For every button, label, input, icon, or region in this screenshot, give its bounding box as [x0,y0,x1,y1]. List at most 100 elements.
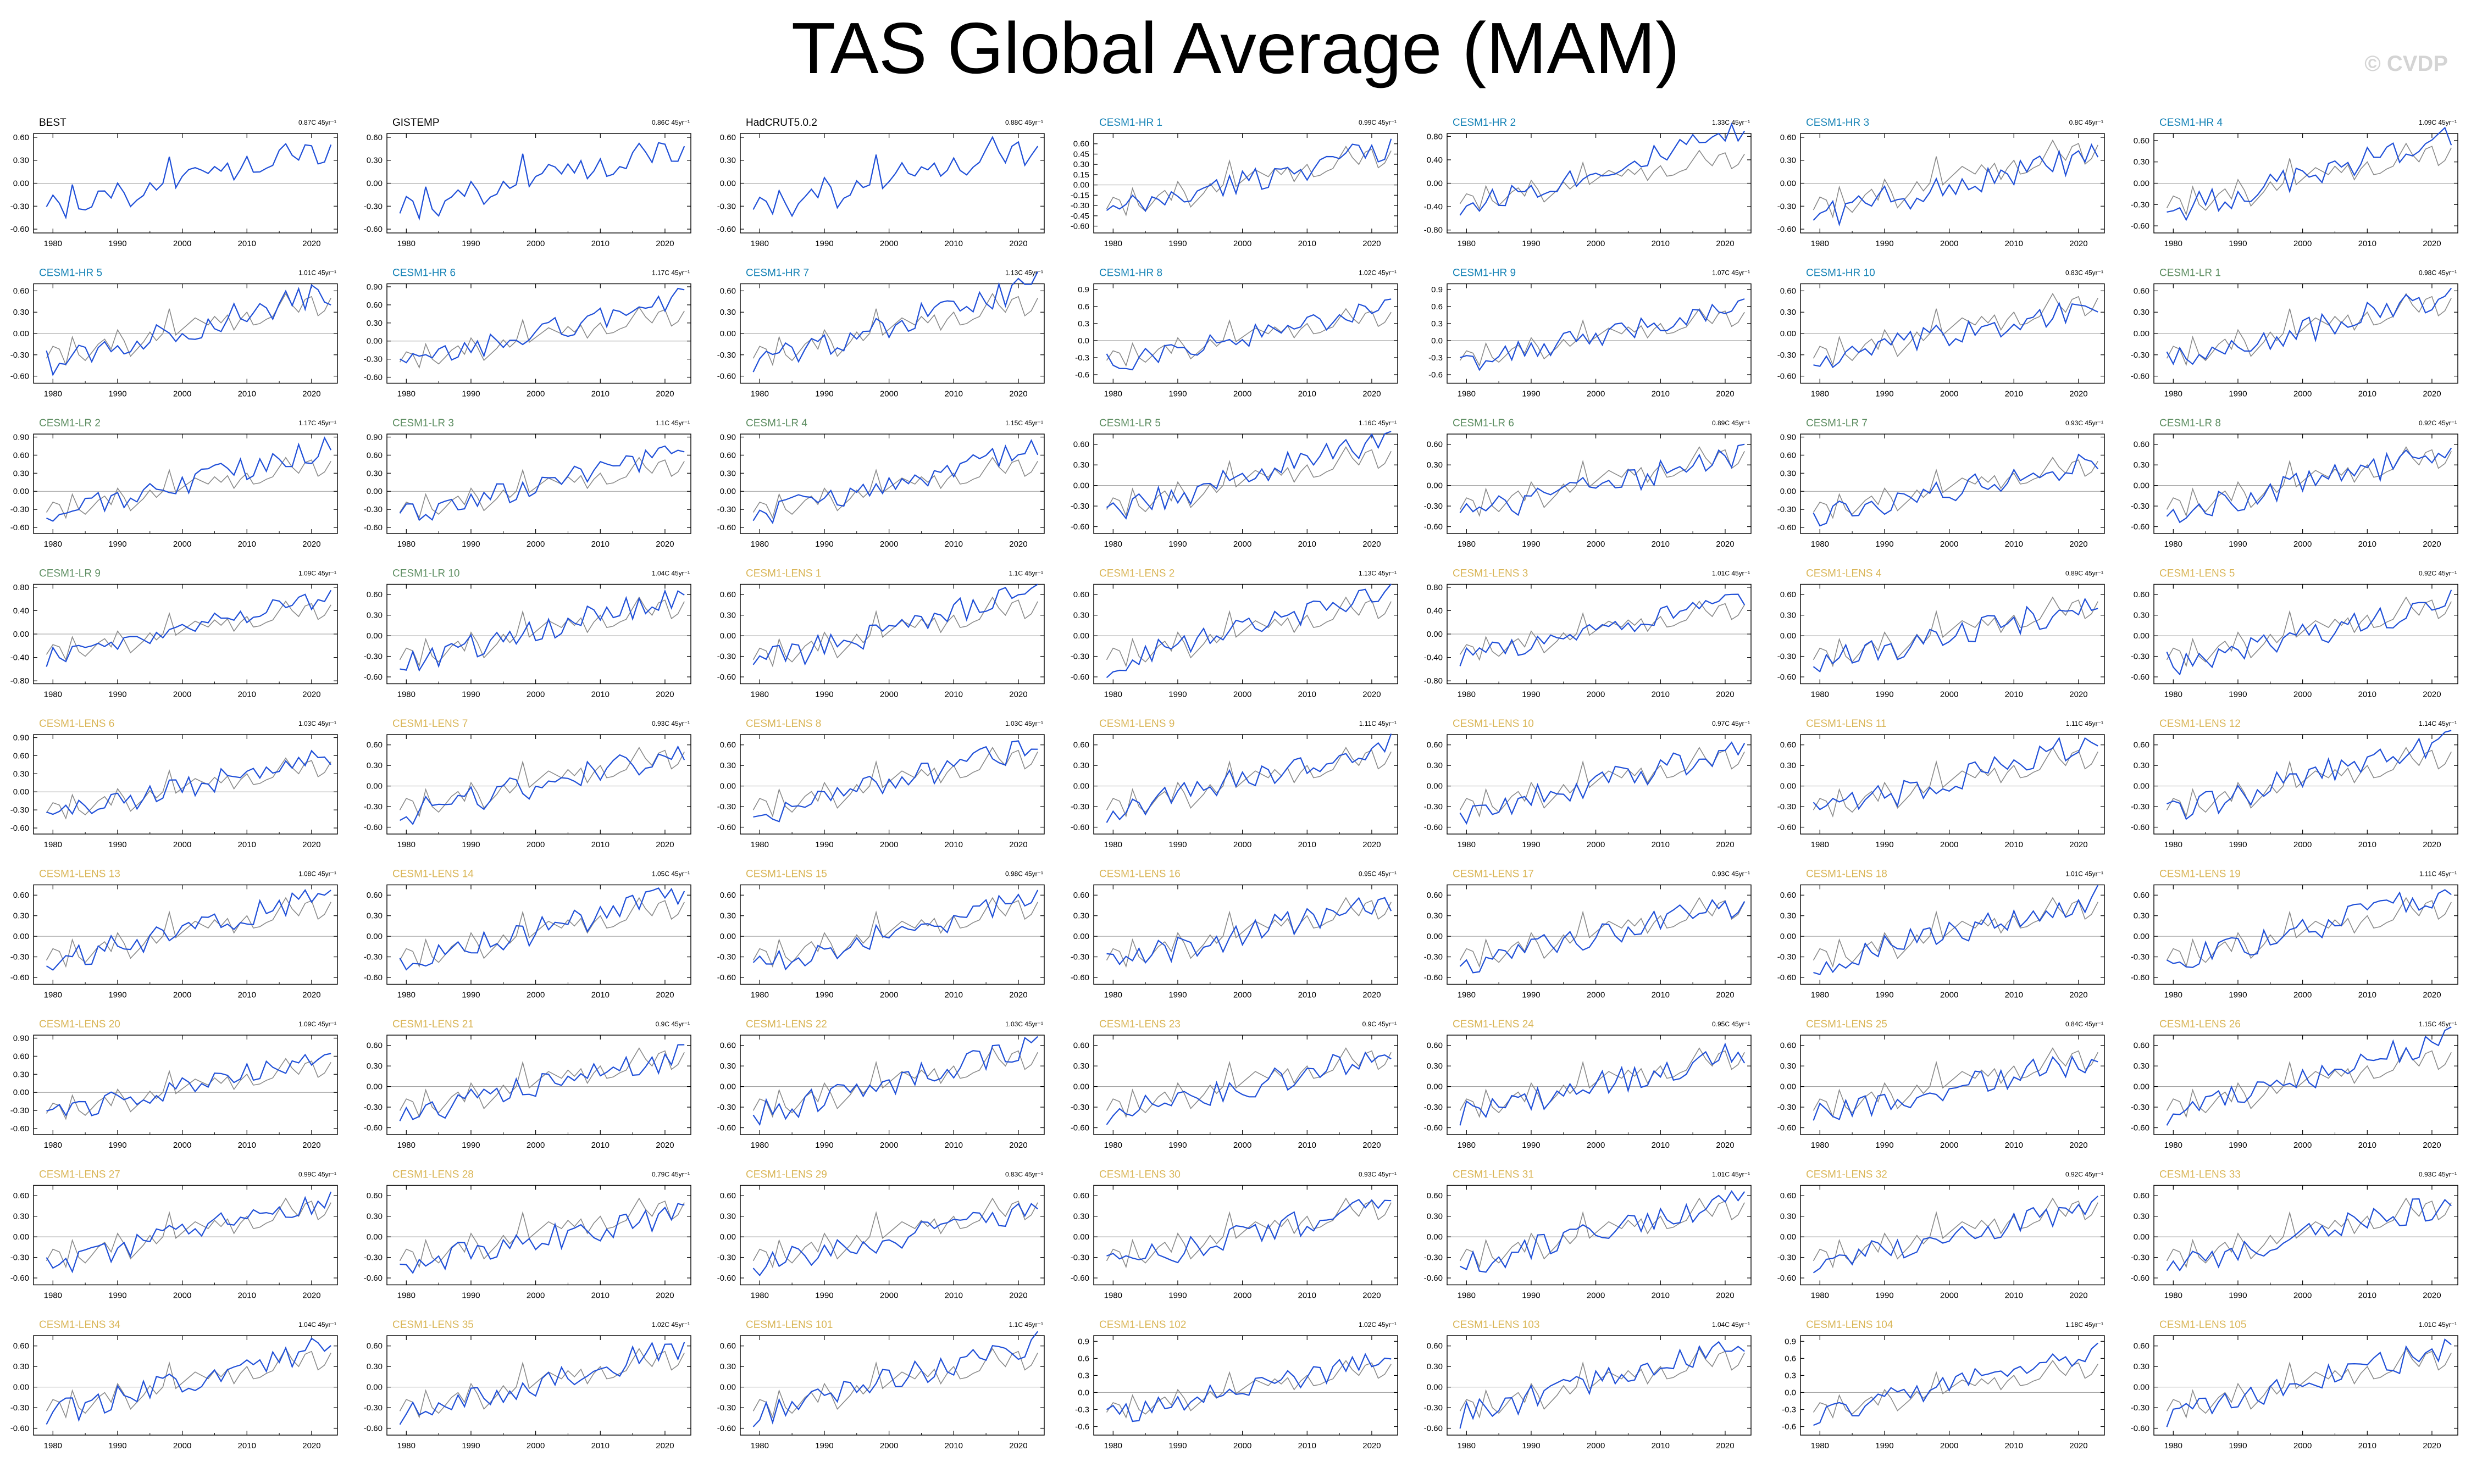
x-tick-label: 2010 [238,239,256,248]
reference-series-line [1106,747,1392,818]
y-tick-label: 0.60 [367,891,383,900]
x-tick-label: 1980 [1811,1291,1829,1300]
reference-series-line [1813,747,2098,818]
panel-frame [1800,1185,2105,1286]
y-tick-label: 0.60 [13,751,29,760]
y-tick-label: 0.30 [1073,1061,1089,1071]
y-tick-label: -0.30 [10,1253,29,1263]
y-tick-label: -0.30 [1424,802,1443,812]
x-tick-label: 2020 [2423,690,2441,699]
x-tick-label: 1980 [751,239,769,248]
x-tick-label: 1990 [1168,840,1187,849]
x-tick-label: 2010 [2005,390,2023,399]
x-tick-label: 2010 [1652,239,1670,248]
y-tick-label: 0.60 [367,451,383,460]
reference-series-line [399,457,685,519]
x-tick-label: 1980 [1458,991,1476,1000]
x-tick-label: 2010 [2358,1141,2376,1150]
y-tick-label: 0.6 [1078,302,1089,312]
x-tick-label: 2000 [2293,239,2312,248]
y-tick-label: -0.30 [1777,1253,1796,1263]
x-tick-label: 1980 [397,991,415,1000]
x-tick-label: 2010 [945,1441,963,1450]
y-tick-label: 0.60 [720,891,736,900]
y-tick-label: -0.3 [1782,1405,1796,1414]
x-tick-label: 1990 [108,540,126,549]
y-tick-label: -0.60 [1424,973,1443,982]
x-tick-label: 1980 [1458,690,1476,699]
panel-trend-label: 0.9C 45yr⁻¹ [1362,1020,1397,1028]
x-tick-label: 1980 [751,1291,769,1300]
panel-title: CESM1-LENS 3 [1453,568,1528,580]
primary-series-line [1106,1199,1392,1264]
x-tick-label: 2020 [2069,1441,2087,1450]
y-tick-label: -0.30 [364,1253,383,1263]
x-tick-label: 2020 [1362,1291,1381,1300]
x-tick-label: 2020 [1009,1441,1027,1450]
y-tick-label: -0.3 [1075,353,1089,363]
panel-frame [2153,734,2458,835]
panel: CESM1-LR 1 0.98C 45yr⁻¹ 0.60 0.30 0.00 -0.30 -… [2131,268,2458,399]
y-tick-label: 0.90 [367,282,383,292]
y-tick-label: -0.3 [1075,1405,1089,1414]
panel-trend-label: 1.09C 45yr⁻¹ [2419,119,2457,126]
y-tick-label: -0.30 [1424,953,1443,962]
y-tick-label: 0.3 [1078,319,1089,329]
y-tick-label: 0.00 [13,329,29,338]
x-tick-label: 2020 [2069,540,2087,549]
reference-series-line [2166,446,2452,518]
y-tick-label: -0.6 [1428,370,1443,380]
reference-series-line [46,1197,331,1269]
x-tick-label: 1980 [1104,1441,1122,1450]
y-tick-label: -0.30 [717,802,736,812]
x-tick-label: 2010 [1298,1441,1316,1450]
panel-title: CESM1-LR 9 [39,568,101,580]
reference-series-line [1106,596,1392,668]
x-tick-label: 2020 [1716,390,1734,399]
panel-title: CESM1-LENS 4 [1806,568,1882,580]
y-tick-label: 0.6 [1078,1354,1089,1363]
x-tick-label: 2010 [945,239,963,248]
panel: CESM1-LR 2 1.17C 45yr⁻¹ 0.90 0.60 0.30 0.00 -0… [10,418,338,549]
y-tick-label: -0.30 [1777,953,1796,962]
x-tick-label: 1980 [1104,690,1122,699]
panel-trend-label: 1.14C 45yr⁻¹ [2419,720,2457,727]
x-tick-label: 2010 [1298,840,1316,849]
y-tick-label: -0.30 [1071,652,1089,662]
panel: CESM1-HR 3 0.8C 45yr⁻¹ 0.60 0.30 0.00 -0.30 -0… [1777,117,2105,248]
primary-series-line [1106,733,1392,823]
y-tick-label: 0.60 [2134,741,2149,750]
reference-series-line [399,1197,685,1269]
x-tick-label: 2010 [1652,991,1670,1000]
x-tick-label: 1990 [108,1291,126,1300]
y-tick-label: -0.45 [1071,212,1089,221]
primary-series-line [1459,1341,1745,1429]
x-tick-label: 2020 [656,1441,674,1450]
x-tick-label: 2000 [2293,840,2312,849]
y-tick-label: -0.60 [717,225,736,234]
x-tick-label: 2010 [1298,239,1316,248]
y-tick-label: -0.30 [2131,1103,2149,1112]
x-tick-label: 1990 [2229,840,2247,849]
x-tick-label: 2020 [2423,239,2441,248]
x-tick-label: 1980 [397,239,415,248]
y-tick-label: -0.30 [364,953,383,962]
reference-series-line [46,897,331,968]
panel-frame [1093,283,1398,384]
x-tick-label: 2000 [2293,390,2312,399]
x-tick-label: 2010 [591,1441,610,1450]
x-tick-label: 2020 [1716,1291,1734,1300]
reference-series-line [46,1058,331,1120]
panel-frame [33,734,338,835]
y-tick-label: -0.3 [1428,353,1443,363]
panel: HadCRUT5.0.2 0.88C 45yr⁻¹ 0.60 0.30 0.00 -0.3… [717,117,1045,248]
x-tick-label: 1990 [2229,540,2247,549]
panel-trend-label: 0.86C 45yr⁻¹ [652,119,690,126]
y-tick-label: 0.00 [1780,1232,1796,1242]
x-tick-label: 2010 [1652,1141,1670,1150]
y-tick-label: 0.30 [367,1362,383,1371]
y-tick-label: -0.60 [1071,1124,1089,1133]
x-tick-label: 1980 [751,1141,769,1150]
y-tick-label: 0.00 [720,932,736,941]
x-tick-label: 2010 [2005,1141,2023,1150]
